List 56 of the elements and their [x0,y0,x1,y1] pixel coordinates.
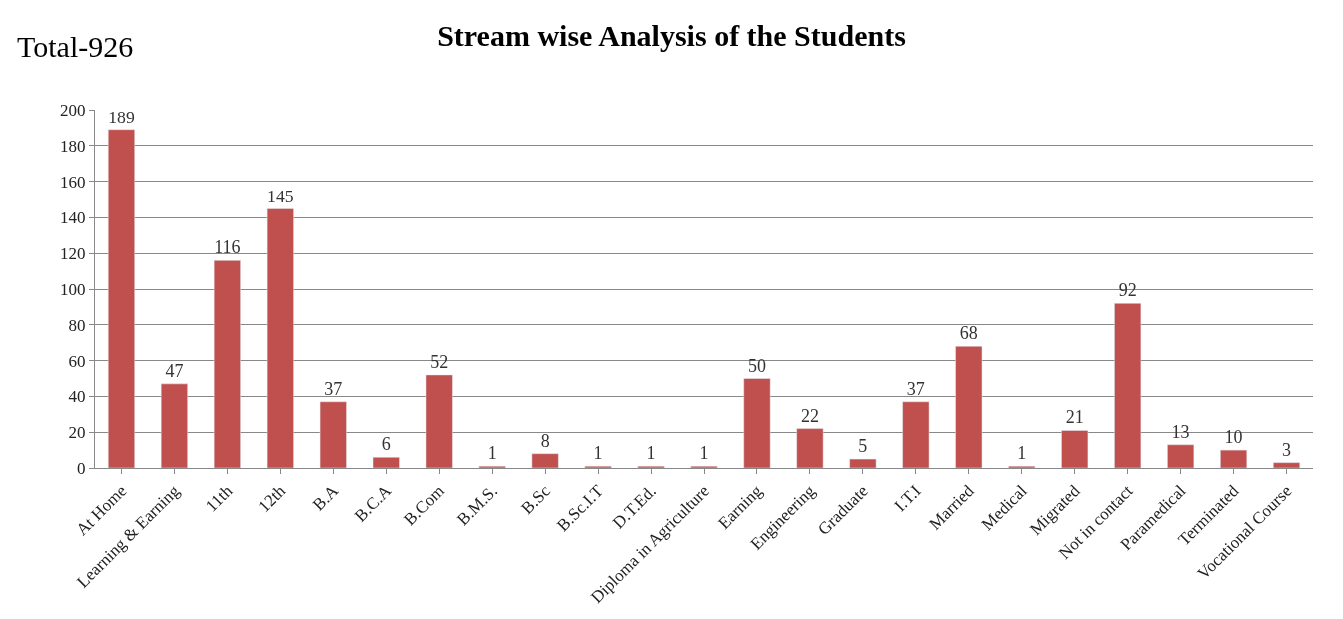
bar [743,378,771,468]
text: Total-926 [17,30,134,63]
bar [1273,462,1301,468]
bar [849,458,877,468]
data-label: 3 [1282,439,1292,460]
bar [160,383,188,468]
y-tick-label: 180 [60,136,86,156]
y-tick-label: 0 [77,458,86,478]
y-tick-label: 200 [60,100,86,120]
bar [266,208,294,468]
y-tick-label: 20 [68,423,86,443]
bar [107,129,135,468]
y-tick-label: 140 [60,208,86,228]
data-label: 47 [165,360,184,381]
y-tick-label: 100 [60,279,86,299]
bar [1061,430,1089,468]
data-label: 8 [540,430,550,451]
data-label: 189 [108,106,135,127]
bar [319,401,347,468]
x-tick-label: B.A [308,480,343,515]
x-tick-label: B.Sc [517,480,555,518]
y-tick-label: 60 [68,351,86,371]
data-label: 22 [800,405,819,426]
x-tick-label: I.T.I [890,481,925,516]
data-label: 37 [906,378,925,399]
x-tick-label: 12th [254,480,290,517]
bar [955,346,983,468]
y-tick-label: 120 [60,244,86,264]
y-tick-label: 160 [60,172,86,192]
data-label: 37 [324,378,343,399]
data-label: 68 [959,323,978,344]
bar [425,374,453,468]
bar [213,260,241,468]
data-label: 1 [487,443,497,464]
data-label: 21 [1065,407,1084,428]
bar [1220,449,1248,468]
data-label: 10 [1224,427,1243,448]
data-label: 116 [214,237,241,258]
data-label: 145 [267,185,294,206]
data-label: 1 [699,443,709,464]
bar [902,401,930,468]
y-tick-label: 80 [68,315,86,335]
bar [796,428,824,468]
x-tick-label: 11th [201,480,237,516]
bar [531,453,559,468]
bar [1114,303,1142,468]
y-tick-label: 40 [68,387,86,407]
data-label: 50 [747,355,766,376]
chart-title: Stream wise Analysis of the Students [437,18,906,52]
bar [372,457,400,468]
data-label: 1 [646,443,656,464]
data-label: 1 [1017,443,1027,464]
data-label: 6 [381,434,391,455]
data-label: 5 [858,436,868,457]
data-label: 1 [593,443,603,464]
bar [1167,444,1195,468]
